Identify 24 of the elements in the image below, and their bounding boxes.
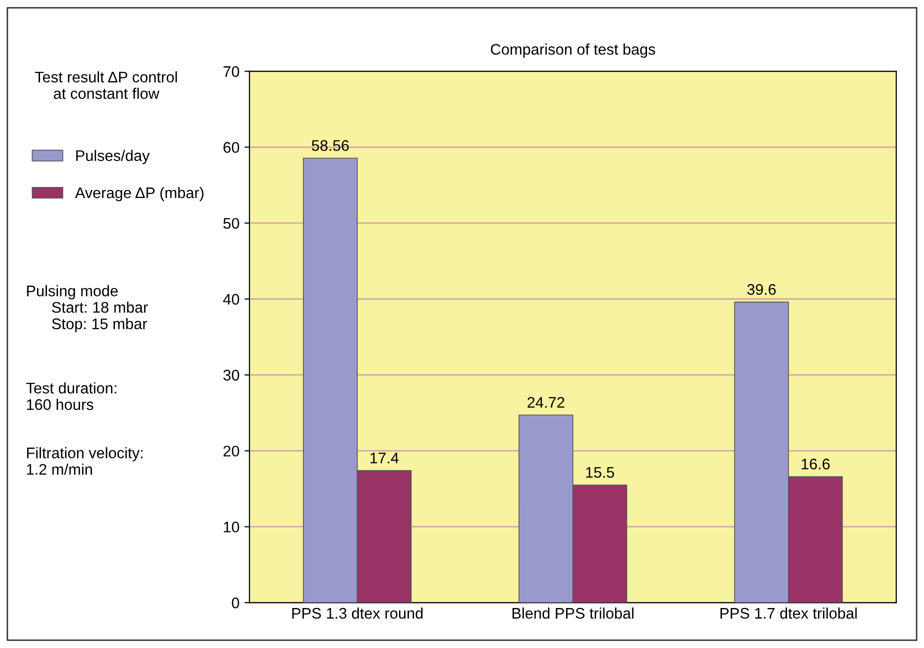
data-label: 15.5 xyxy=(586,467,614,478)
data-label: 17.4 xyxy=(370,452,399,464)
y-tick-label: 10 xyxy=(224,522,240,532)
text: Test duration: 160 hours xyxy=(26,382,116,410)
text: Test result ΔP control at constant flow xyxy=(34,71,177,99)
x-tick-label: Blend PPS trilobal xyxy=(512,608,634,619)
data-label: 39.6 xyxy=(747,284,776,295)
data-label: 58.56 xyxy=(312,140,349,151)
y-tick-label: 50 xyxy=(223,218,240,229)
y-tick-label: 40 xyxy=(223,294,240,305)
legend-label: Pulses/day xyxy=(76,150,150,164)
x-tick-label: PPS 1.7 dtex trilobal xyxy=(720,608,857,619)
y-tick-label: 0 xyxy=(232,598,240,608)
y-tick-label: 70 xyxy=(224,66,240,77)
text: Pulsing mode Start: 18 mbar Stop: 15 mbar xyxy=(27,285,148,332)
data-label: 16.6 xyxy=(802,458,830,470)
data-label: 24.72 xyxy=(528,396,564,408)
y-tick-label: 30 xyxy=(223,370,240,381)
y-tick-label: 60 xyxy=(224,142,240,153)
text: Filtration velocity: 1.2 m/min xyxy=(27,447,142,475)
chart-title: Comparison of test bags xyxy=(490,44,656,58)
x-tick-label: PPS 1.3 dtex round xyxy=(292,608,423,619)
y-tick-label: 20 xyxy=(224,446,240,457)
legend-label: Average ΔP (mbar) xyxy=(75,186,204,202)
